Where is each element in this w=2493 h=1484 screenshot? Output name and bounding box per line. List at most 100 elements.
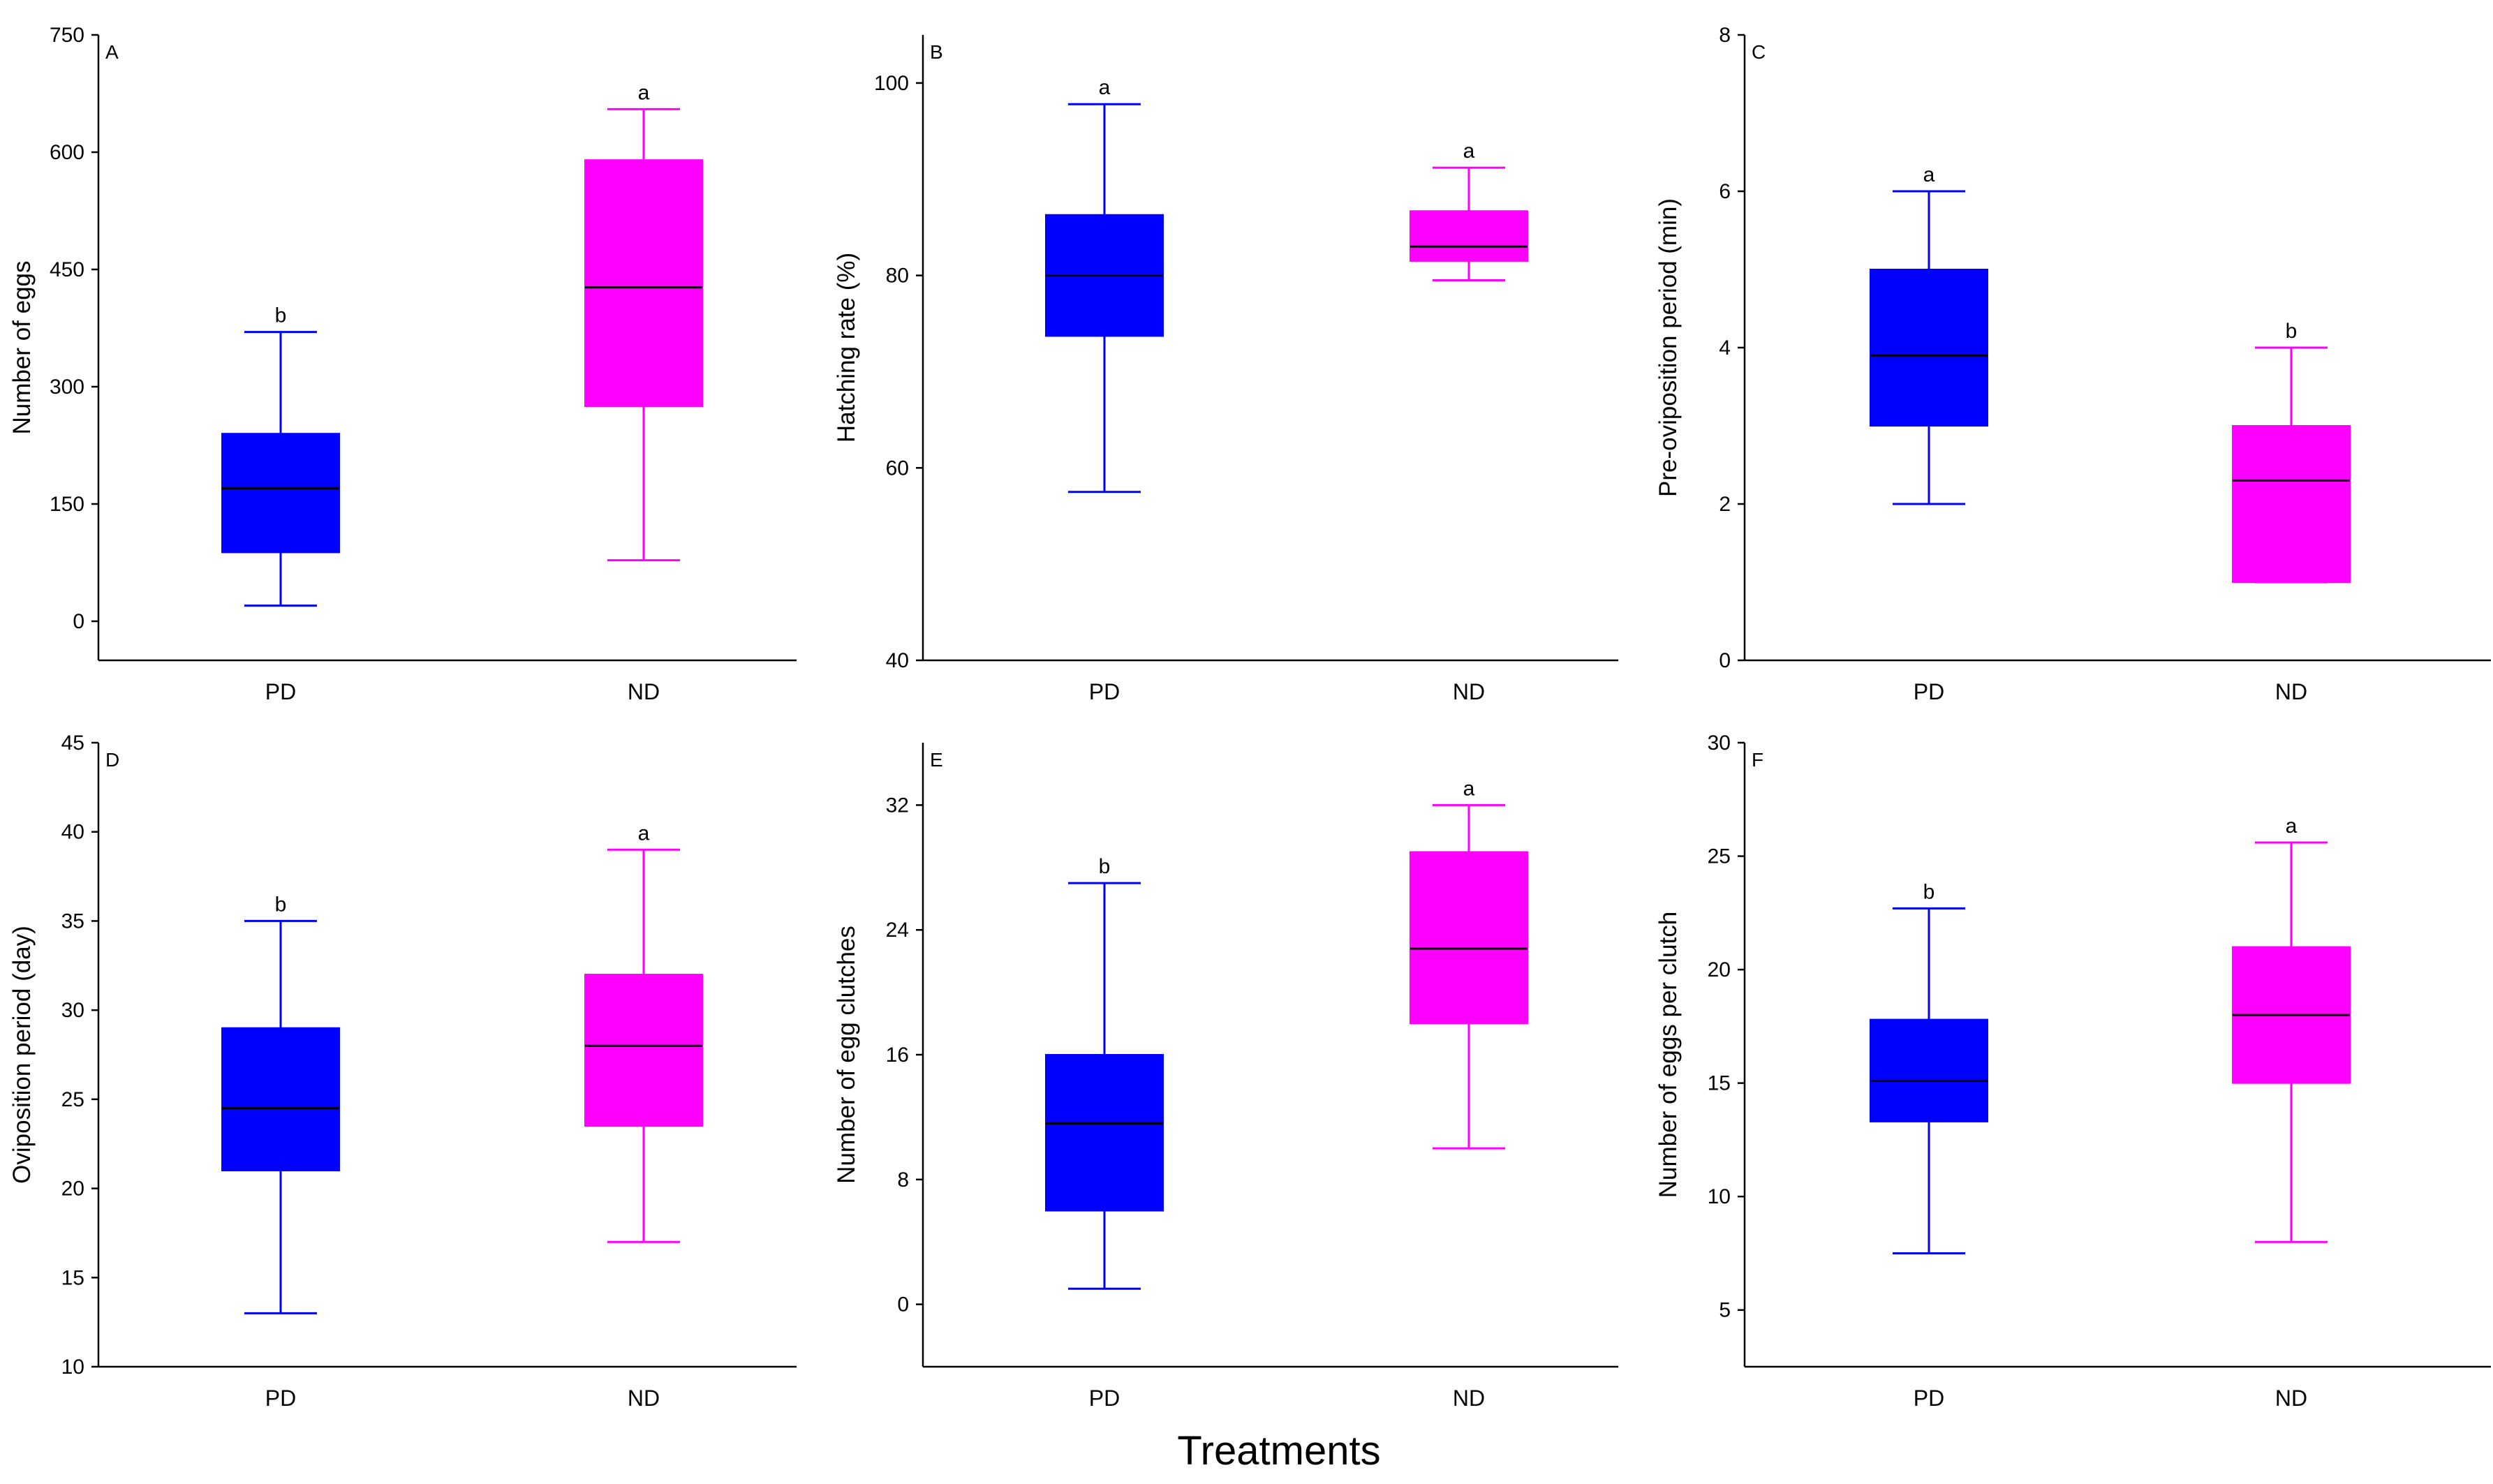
box-iqr — [1045, 1054, 1164, 1212]
y-axis-label-d: Oviposition period (day) — [8, 926, 36, 1184]
significance-letter: b — [1923, 880, 1935, 903]
y-tick-label-a: 600 — [50, 141, 84, 164]
x-tick-label-f-pd: PD — [1914, 1386, 1944, 1411]
panel-b: B 40 60 80 100 Hatching rate (%) PD ND a a — [833, 35, 1618, 704]
box-iqr — [221, 433, 340, 554]
y-tick-label-e: 32 — [886, 794, 909, 817]
significance-letter: a — [1099, 76, 1111, 99]
y-tick-label-e: 0 — [897, 1293, 909, 1316]
panel-e: E 0 8 16 24 32 Number of egg clutches PD ND b a — [833, 743, 1618, 1411]
y-tick-label-c: 0 — [1719, 649, 1731, 672]
x-tick-label-f-nd: ND — [2275, 1386, 2307, 1411]
box-d-pd: b — [221, 893, 340, 1314]
panel-letter-f: F — [1752, 749, 1763, 771]
y-tick-label-e: 16 — [886, 1044, 909, 1067]
box-d-nd: a — [584, 822, 703, 1243]
x-tick-label-b-pd: PD — [1089, 679, 1120, 704]
y-tick-label-f: 25 — [1708, 845, 1731, 868]
box-iqr — [584, 159, 703, 407]
box-c-nd: b — [2232, 320, 2351, 584]
panel-letter-a: A — [105, 41, 119, 63]
panel-f: F 5 10 15 20 25 30 Number of eggs per clutch PD N… — [1655, 732, 2491, 1411]
y-tick-label-f: 20 — [1708, 958, 1731, 981]
x-tick-label-a-nd: ND — [628, 679, 660, 704]
box-b-nd: a — [1410, 140, 1528, 282]
box-a-nd: a — [584, 81, 703, 562]
x-tick-label-e-pd: PD — [1089, 1386, 1120, 1411]
y-axis-label-f: Number of eggs per clutch — [1655, 912, 1682, 1198]
y-tick-label-f: 15 — [1708, 1072, 1731, 1095]
panel-a: A 0 150 300 450 600 750 Number of eggs PD ND b a — [8, 24, 797, 704]
y-tick-label-b: 100 — [874, 72, 909, 95]
panel-letter-d: D — [105, 749, 119, 771]
panel-letter-c: C — [1752, 41, 1766, 63]
y-tick-label-f: 10 — [1708, 1185, 1731, 1208]
y-tick-label-c: 8 — [1719, 24, 1731, 47]
box-c-pd: a — [1870, 163, 1988, 505]
box-f-nd: a — [2232, 815, 2351, 1243]
significance-letter: a — [2286, 815, 2298, 838]
x-tick-label-d-pd: PD — [265, 1386, 296, 1411]
significance-letter: a — [638, 822, 650, 845]
y-tick-label-c: 6 — [1719, 180, 1731, 203]
box-f-pd: b — [1870, 880, 1988, 1254]
box-iqr — [1410, 851, 1528, 1025]
y-axis-label-e: Number of egg clutches — [833, 926, 860, 1184]
y-tick-label-e: 8 — [897, 1168, 909, 1192]
significance-letter: b — [275, 893, 287, 916]
significance-letter: b — [275, 304, 287, 327]
y-tick-label-e: 24 — [886, 919, 909, 942]
panel-letter-e: E — [930, 749, 943, 771]
y-tick-label-d: 30 — [61, 999, 84, 1022]
y-tick-label-d: 40 — [61, 821, 84, 844]
panel-letter-b: B — [930, 41, 943, 63]
y-tick-label-d: 45 — [61, 732, 84, 755]
box-e-nd: a — [1410, 777, 1528, 1150]
box-iqr — [1410, 210, 1528, 262]
x-tick-label-a-pd: PD — [265, 679, 296, 704]
y-axis-label-b: Hatching rate (%) — [833, 253, 860, 443]
y-tick-label-f: 30 — [1708, 732, 1731, 755]
box-iqr — [221, 1027, 340, 1172]
x-tick-label-d-nd: ND — [628, 1386, 660, 1411]
y-tick-label-d: 20 — [61, 1178, 84, 1201]
y-tick-label-a: 300 — [50, 376, 84, 399]
y-tick-label-a: 750 — [50, 24, 84, 47]
figure-xlabel: Treatments — [1177, 1428, 1380, 1474]
significance-letter: a — [1463, 140, 1475, 163]
box-a-pd: b — [221, 304, 340, 607]
y-tick-label-f: 5 — [1719, 1299, 1731, 1322]
significance-letter: a — [638, 81, 650, 104]
x-tick-label-c-pd: PD — [1914, 679, 1944, 704]
y-tick-label-d: 25 — [61, 1088, 84, 1111]
box-iqr — [584, 974, 703, 1127]
y-tick-label-b: 60 — [886, 457, 909, 480]
y-axis-label-c: Pre-oviposition period (min) — [1655, 198, 1682, 497]
significance-letter: b — [1099, 855, 1111, 878]
significance-letter: b — [2286, 320, 2298, 343]
significance-letter: a — [1463, 777, 1475, 800]
y-axis-label-a: Number of eggs — [8, 260, 36, 434]
y-tick-label-d: 35 — [61, 910, 84, 933]
box-iqr — [1870, 1018, 1988, 1122]
box-iqr — [2232, 425, 2351, 583]
y-tick-label-a: 450 — [50, 258, 84, 281]
y-tick-label-b: 80 — [886, 265, 909, 288]
panel-c: C 0 2 4 6 8 Pre-oviposition period (min) PD ND a b — [1655, 24, 2491, 704]
y-tick-label-c: 2 — [1719, 493, 1731, 516]
y-tick-label-a: 0 — [73, 610, 84, 633]
box-b-pd: a — [1045, 76, 1164, 494]
x-tick-label-e-nd: ND — [1453, 1386, 1485, 1411]
y-tick-label-a: 150 — [50, 493, 84, 516]
significance-letter: a — [1923, 163, 1935, 186]
x-tick-label-b-nd: ND — [1453, 679, 1485, 704]
box-iqr — [1870, 269, 1988, 426]
box-e-pd: b — [1045, 855, 1164, 1290]
panel-d: D 10 15 20 25 30 35 40 45 Oviposition period (day… — [8, 732, 797, 1411]
y-tick-label-d: 15 — [61, 1266, 84, 1289]
y-tick-label-d: 10 — [61, 1356, 84, 1379]
y-tick-label-c: 4 — [1719, 336, 1731, 359]
x-tick-label-c-nd: ND — [2275, 679, 2307, 704]
y-tick-label-b: 40 — [886, 649, 909, 672]
